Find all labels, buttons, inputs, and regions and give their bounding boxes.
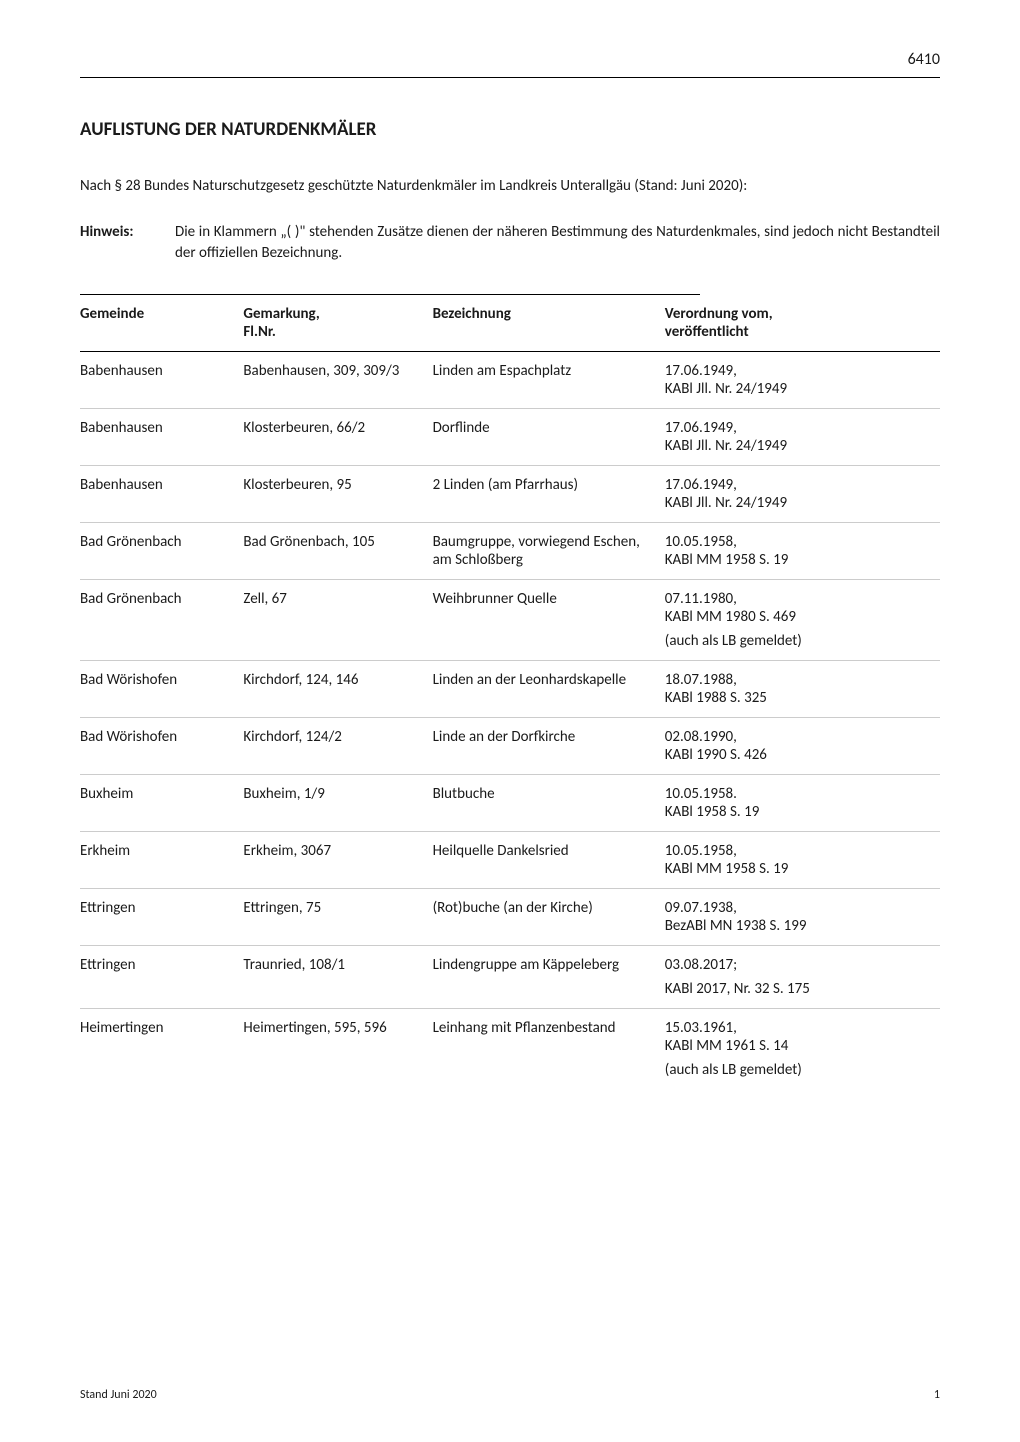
cell-gemeinde: Bad Grönenbach <box>80 580 243 661</box>
cell-gemarkung: Buxheim, 1/9 <box>243 775 432 832</box>
cell-verordnung-extra: (auch als LB gemeldet) <box>665 632 930 650</box>
table-row: EttringenEttringen, 75(Rot)buche (an der… <box>80 889 940 946</box>
table-row: ErkheimErkheim, 3067Heilquelle Dankelsri… <box>80 832 940 889</box>
footer-page-number: 1 <box>934 1388 940 1402</box>
cell-gemarkung: Babenhausen, 309, 309/3 <box>243 352 432 409</box>
hinweis-block: Hinweis: Die in Klammern „( )" stehenden… <box>80 222 940 264</box>
cell-bezeichnung: Lindengruppe am Käppeleberg <box>433 946 665 1009</box>
header-rule <box>80 77 940 78</box>
table-row: BuxheimBuxheim, 1/9Blutbuche10.05.1958.K… <box>80 775 940 832</box>
cell-gemeinde: Erkheim <box>80 832 243 889</box>
table-row: Bad GrönenbachZell, 67Weihbrunner Quelle… <box>80 580 940 661</box>
cell-verordnung: 18.07.1988,KABl 1988 S. 325 <box>665 661 940 718</box>
cell-gemeinde: Ettringen <box>80 889 243 946</box>
cell-verordnung: 09.07.1938,BezABl MN 1938 S. 199 <box>665 889 940 946</box>
cell-gemeinde: Babenhausen <box>80 409 243 466</box>
page-footer: Stand Juni 2020 1 <box>80 1388 940 1402</box>
cell-bezeichnung: Linde an der Dorfkirche <box>433 718 665 775</box>
intro-paragraph: Nach § 28 Bundes Naturschutzgesetz gesch… <box>80 176 940 197</box>
cell-gemarkung: Kirchdorf, 124, 146 <box>243 661 432 718</box>
cell-bezeichnung: Heilquelle Dankelsried <box>433 832 665 889</box>
cell-gemarkung: Klosterbeuren, 95 <box>243 466 432 523</box>
cell-gemarkung: Erkheim, 3067 <box>243 832 432 889</box>
hinweis-label: Hinweis: <box>80 222 175 264</box>
cell-gemeinde: Babenhausen <box>80 352 243 409</box>
header-gemarkung: Gemarkung,Fl.Nr. <box>243 295 432 352</box>
naturdenkmaeler-table: Gemeinde Gemarkung,Fl.Nr. Bezeichnung Ve… <box>80 295 940 1089</box>
cell-verordnung: 10.05.1958,KABl MM 1958 S. 19 <box>665 832 940 889</box>
page-number: 6410 <box>80 50 940 69</box>
cell-bezeichnung: Linden am Espachplatz <box>433 352 665 409</box>
table-row: BabenhausenKlosterbeuren, 66/2Dorflinde1… <box>80 409 940 466</box>
table-row: Bad WörishofenKirchdorf, 124, 146Linden … <box>80 661 940 718</box>
cell-gemarkung: Bad Grönenbach, 105 <box>243 523 432 580</box>
cell-gemarkung: Ettringen, 75 <box>243 889 432 946</box>
cell-gemeinde: Heimertingen <box>80 1009 243 1090</box>
cell-gemeinde: Bad Grönenbach <box>80 523 243 580</box>
cell-gemarkung: Klosterbeuren, 66/2 <box>243 409 432 466</box>
cell-verordnung: 03.08.2017;KABl 2017, Nr. 32 S. 175 <box>665 946 940 1009</box>
cell-bezeichnung: Baumgruppe, vorwiegend Eschen, am Schloß… <box>433 523 665 580</box>
cell-gemarkung: Heimertingen, 595, 596 <box>243 1009 432 1090</box>
footer-stand: Stand Juni 2020 <box>80 1388 157 1402</box>
cell-verordnung: 17.06.1949,KABl Jll. Nr. 24/1949 <box>665 352 940 409</box>
cell-verordnung-extra: KABl 2017, Nr. 32 S. 175 <box>665 980 930 998</box>
cell-bezeichnung: (Rot)buche (an der Kirche) <box>433 889 665 946</box>
cell-bezeichnung: Weihbrunner Quelle <box>433 580 665 661</box>
cell-gemeinde: Ettringen <box>80 946 243 1009</box>
cell-verordnung: 17.06.1949,KABl Jll. Nr. 24/1949 <box>665 409 940 466</box>
cell-bezeichnung: Leinhang mit Pflanzenbestand <box>433 1009 665 1090</box>
cell-gemeinde: Buxheim <box>80 775 243 832</box>
header-gemeinde: Gemeinde <box>80 295 243 352</box>
cell-verordnung-extra: (auch als LB gemeldet) <box>665 1061 930 1079</box>
table-header-row: Gemeinde Gemarkung,Fl.Nr. Bezeichnung Ve… <box>80 295 940 352</box>
cell-bezeichnung: Linden an der Leonhardskapelle <box>433 661 665 718</box>
cell-gemeinde: Babenhausen <box>80 466 243 523</box>
cell-bezeichnung: Dorflinde <box>433 409 665 466</box>
cell-gemarkung: Zell, 67 <box>243 580 432 661</box>
cell-verordnung: 17.06.1949,KABl Jll. Nr. 24/1949 <box>665 466 940 523</box>
table-row: Bad GrönenbachBad Grönenbach, 105Baumgru… <box>80 523 940 580</box>
table-row: EttringenTraunried, 108/1Lindengruppe am… <box>80 946 940 1009</box>
cell-gemarkung: Kirchdorf, 124/2 <box>243 718 432 775</box>
cell-gemeinde: Bad Wörishofen <box>80 661 243 718</box>
cell-verordnung: 07.11.1980,KABl MM 1980 S. 469(auch als … <box>665 580 940 661</box>
table-row: Bad WörishofenKirchdorf, 124/2Linde an d… <box>80 718 940 775</box>
cell-verordnung: 10.05.1958,KABl MM 1958 S. 19 <box>665 523 940 580</box>
table-row: BabenhausenBabenhausen, 309, 309/3Linden… <box>80 352 940 409</box>
cell-bezeichnung: Blutbuche <box>433 775 665 832</box>
cell-verordnung: 15.03.1961,KABl MM 1961 S. 14(auch als L… <box>665 1009 940 1090</box>
page-title: AUFLISTUNG DER NATURDENKMÄLER <box>80 118 940 141</box>
cell-verordnung: 02.08.1990,KABl 1990 S. 426 <box>665 718 940 775</box>
cell-bezeichnung: 2 Linden (am Pfarrhaus) <box>433 466 665 523</box>
table-row: BabenhausenKlosterbeuren, 952 Linden (am… <box>80 466 940 523</box>
cell-gemarkung: Traunried, 108/1 <box>243 946 432 1009</box>
cell-gemeinde: Bad Wörishofen <box>80 718 243 775</box>
header-bezeichnung: Bezeichnung <box>433 295 665 352</box>
table-row: HeimertingenHeimertingen, 595, 596Leinha… <box>80 1009 940 1090</box>
hinweis-text: Die in Klammern „( )" stehenden Zusätze … <box>175 222 940 264</box>
cell-verordnung: 10.05.1958.KABl 1958 S. 19 <box>665 775 940 832</box>
header-verordnung: Verordnung vom,veröffentlicht <box>665 295 940 352</box>
